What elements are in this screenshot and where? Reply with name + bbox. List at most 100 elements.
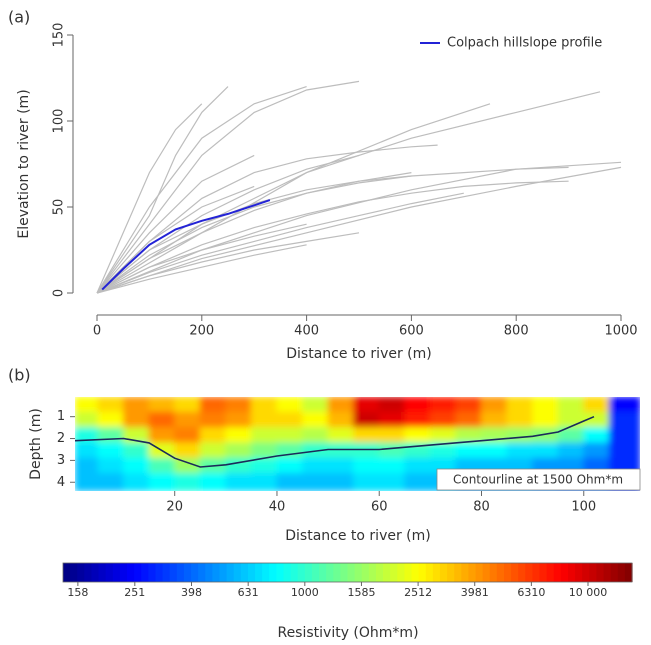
colorbar-step <box>247 563 256 582</box>
colorbar-step <box>503 563 512 582</box>
colorbar-step <box>496 563 505 582</box>
colorbar-step <box>226 563 235 582</box>
profile-line <box>96 180 569 294</box>
colorbar-step <box>98 563 107 582</box>
profile-line <box>96 103 203 294</box>
heatmap-cell <box>378 427 406 444</box>
y-tick-label: 4 <box>57 475 65 490</box>
heatmap-cell <box>480 397 508 413</box>
colorbar-step <box>276 563 285 582</box>
heatmap-cell <box>583 397 610 413</box>
colorbar-step <box>333 563 341 582</box>
colorbar-tick-label: 158 <box>67 586 88 599</box>
heatmap-cell <box>225 457 252 475</box>
heatmap-cell <box>429 397 457 413</box>
colorbar-step <box>105 563 114 582</box>
heatmap-cell <box>455 397 482 413</box>
colorbar-step <box>418 563 427 582</box>
y-tick-label: 100 <box>52 109 67 134</box>
y-axis-title: Elevation to river (m) <box>16 89 32 238</box>
colorbar-step <box>183 563 192 582</box>
x-tick-label: 20 <box>166 500 183 515</box>
profile-line <box>96 86 229 294</box>
colorbar-step <box>297 563 306 582</box>
colorbar-step <box>525 563 534 582</box>
colorbar-step <box>411 563 420 582</box>
heatmap-cell <box>302 473 329 491</box>
colorbar-step <box>454 563 462 582</box>
y-axis-title: Depth (m) <box>28 408 44 480</box>
heatmap-cell <box>327 442 355 459</box>
heatmap-cell <box>97 427 125 444</box>
heatmap-cell <box>123 473 150 491</box>
colorbar-step <box>354 563 363 582</box>
profile-line <box>96 166 622 294</box>
heatmap-cell <box>327 427 355 444</box>
colorbar-step <box>84 563 93 582</box>
colorbar-step <box>91 563 100 582</box>
heatmap-cell <box>583 427 610 444</box>
colorbar-step <box>560 563 569 582</box>
colorbar-step <box>191 563 199 582</box>
colorbar-tick-label: 2512 <box>404 586 432 599</box>
colorbar-step <box>432 563 441 582</box>
colorbar-step <box>63 563 71 582</box>
colorbar-step <box>518 563 526 582</box>
heatmap-cell <box>378 411 406 429</box>
profile-line <box>96 175 412 294</box>
heatmap-cell <box>302 397 329 413</box>
heatmap-cell <box>250 457 278 475</box>
colorbar-step <box>347 563 356 582</box>
profile-line <box>96 154 255 294</box>
heatmap-cell <box>353 427 380 444</box>
x-tick-label: 40 <box>269 500 286 515</box>
colorbar-step <box>283 563 292 582</box>
heatmap-cell <box>148 457 176 475</box>
profile-line <box>96 232 360 294</box>
colorbar-step <box>162 563 171 582</box>
colorbar-step <box>311 563 320 582</box>
x-tick-label: 200 <box>189 324 214 339</box>
heatmap-cell <box>148 427 176 444</box>
colorbar-step <box>532 563 541 582</box>
colorbar-step <box>290 563 299 582</box>
heatmap-cell <box>532 442 559 459</box>
heatmap-cell <box>455 411 482 429</box>
profile-line <box>96 103 491 294</box>
colorbar-step <box>575 563 583 582</box>
heatmap-cell <box>276 427 304 444</box>
heatmap-cell <box>148 397 176 413</box>
colorbar-step <box>119 563 128 582</box>
heatmap-cell <box>123 397 150 413</box>
colorbar-step <box>77 563 85 582</box>
x-axis-title: Distance to river (m) <box>285 528 430 544</box>
colorbar-step <box>127 563 135 582</box>
heatmap-cell <box>557 427 585 444</box>
colorbar-step <box>539 563 548 582</box>
contour-line <box>75 415 595 468</box>
heatmap-cell <box>225 411 252 429</box>
panel-label: (a) <box>8 8 30 27</box>
heatmap-cell <box>302 411 329 429</box>
heatmap-cell <box>276 457 304 475</box>
colorbar-tick-label: 631 <box>238 586 259 599</box>
profile-line <box>96 91 601 294</box>
colorbar-step <box>624 563 633 582</box>
heatmap-cell <box>123 457 150 475</box>
heatmap-cell <box>532 411 559 429</box>
colorbar-tick-label: 10 000 <box>569 586 608 599</box>
x-axis-title: Distance to river (m) <box>286 346 431 362</box>
x-tick-label: 60 <box>371 500 388 515</box>
heatmap-cell <box>225 397 252 413</box>
heatmap-cell <box>174 397 201 413</box>
colorbar-step <box>610 563 619 582</box>
colorbar-step <box>233 563 242 582</box>
colorbar-tick-label: 251 <box>124 586 145 599</box>
colorbar-step <box>546 563 555 582</box>
y-tick-label: 150 <box>52 23 67 48</box>
heatmap-cell <box>378 457 406 475</box>
colorbar-step <box>482 563 491 582</box>
heatmap-cell <box>75 442 99 459</box>
heatmap-cell <box>480 442 508 459</box>
